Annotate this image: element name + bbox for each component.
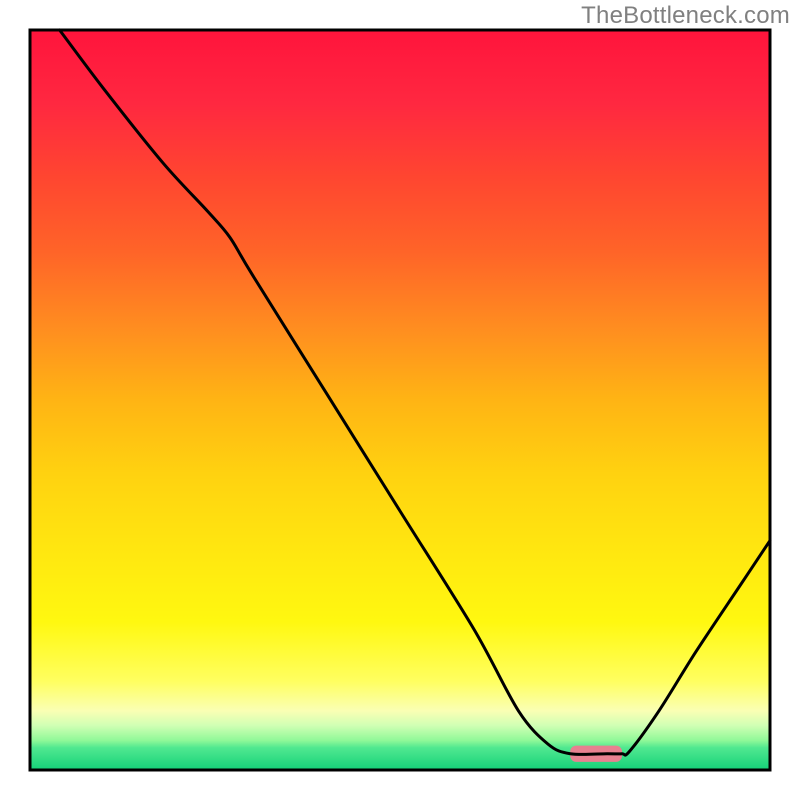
plot-background (30, 30, 770, 770)
line-chart-svg (0, 0, 800, 800)
chart-container: TheBottleneck.com (0, 0, 800, 800)
